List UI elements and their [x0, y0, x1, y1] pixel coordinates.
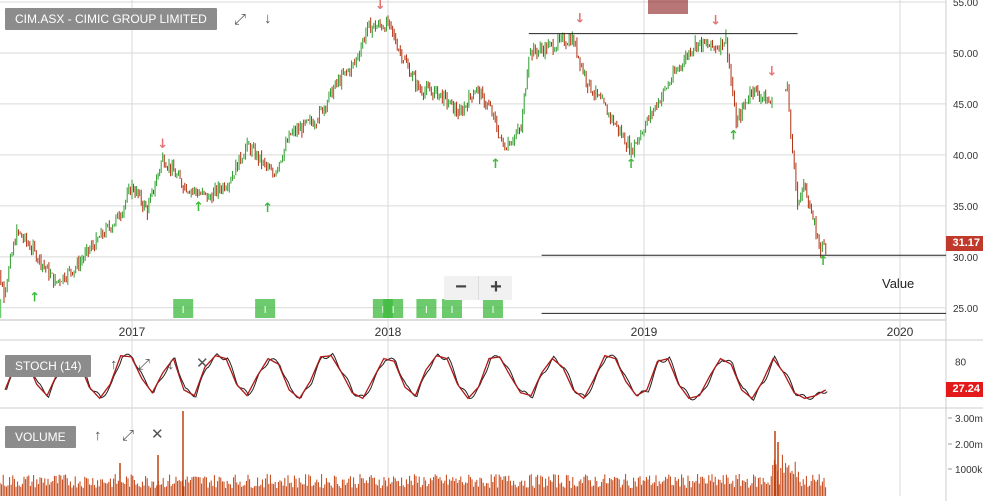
event-marker-label: I — [425, 305, 428, 316]
x-tick-label: 2019 — [631, 325, 658, 339]
last-stoch-badge: 27.24 — [946, 382, 983, 397]
sell-signal-arrow: ↓ — [575, 11, 586, 26]
buy-signal-arrow: ↑ — [193, 200, 204, 215]
zoom-controls: − + — [444, 276, 512, 300]
sell-signal-arrow: ↓ — [157, 137, 168, 152]
price-tick-label: 35.00 — [953, 202, 978, 213]
arrow-down-icon[interactable]: ↓ — [167, 356, 175, 373]
price-tick-label: 25.00 — [953, 304, 978, 315]
arrow-down-icon[interactable]: ↓ — [264, 10, 272, 27]
price-tick-label: 55.00 — [953, 0, 978, 9]
event-marker-label: I — [381, 305, 384, 316]
arrow-up-icon[interactable]: ↑ — [94, 427, 102, 444]
last-price-badge: 31.17 — [946, 236, 983, 251]
price-tick-label: 50.00 — [953, 49, 978, 60]
zoom-in-icon[interactable]: + — [478, 276, 513, 300]
volume-tick-label: 3.00m — [955, 414, 983, 425]
expand-icon[interactable]: ⤢ — [138, 356, 151, 373]
price-tick-label: 40.00 — [953, 151, 978, 162]
event-marker-label: I — [182, 305, 185, 316]
close-icon[interactable]: ✕ — [151, 426, 164, 443]
event-marker — [383, 299, 404, 318]
x-tick-label: 2017 — [119, 325, 146, 339]
volume-tick-label: 2.00m — [955, 440, 983, 451]
sell-signal-arrow: ↓ — [767, 64, 778, 79]
stoch-tick-label: 80 — [955, 357, 967, 368]
price-panel-label[interactable]: CIM.ASX - CIMIC GROUP LIMITED — [5, 8, 217, 30]
value-annotation: Value — [882, 276, 915, 291]
sell-signal-arrow: ↓ — [710, 13, 721, 28]
volume-tick-label: 1000k — [955, 465, 983, 476]
buy-signal-arrow: ↑ — [490, 157, 501, 172]
x-tick-label: 2020 — [887, 325, 914, 339]
volume-panel-label[interactable]: VOLUME — [5, 426, 76, 448]
event-marker — [255, 299, 276, 318]
buy-signal-arrow: ↑ — [626, 157, 637, 172]
event-marker-label: I — [492, 305, 495, 316]
stoch-panel-label[interactable]: STOCH (14) — [5, 355, 92, 377]
buy-signal-arrow: ↑ — [262, 201, 273, 216]
event-marker — [442, 299, 462, 318]
x-tick-label: 2018 — [375, 325, 402, 339]
price-tick-label: 45.00 — [953, 100, 978, 111]
event-marker — [482, 299, 503, 318]
stoch-signal-line — [6, 352, 828, 402]
price-tick-label: 30.00 — [953, 253, 978, 264]
arrow-up-icon[interactable]: ↑ — [110, 356, 118, 373]
buy-signal-arrow: ↑ — [818, 254, 829, 269]
expand-icon[interactable]: ⤢ — [122, 427, 135, 444]
zoom-out-icon[interactable]: − — [455, 276, 467, 298]
buy-signal-arrow: ↑ — [29, 291, 40, 306]
event-marker — [648, 0, 688, 14]
event-marker-label: I — [264, 305, 267, 316]
sell-signal-arrow: ↓ — [375, 0, 386, 13]
buy-signal-arrow: ↑ — [728, 129, 739, 144]
event-marker — [0, 299, 2, 318]
event-marker — [416, 299, 437, 318]
close-icon[interactable]: ✕ — [196, 355, 209, 372]
event-marker — [173, 299, 194, 318]
expand-icon[interactable]: ⤢ — [234, 11, 247, 28]
event-marker-label: I — [392, 305, 395, 316]
event-marker-label: I — [451, 305, 454, 316]
stoch-main-line — [4, 354, 827, 400]
